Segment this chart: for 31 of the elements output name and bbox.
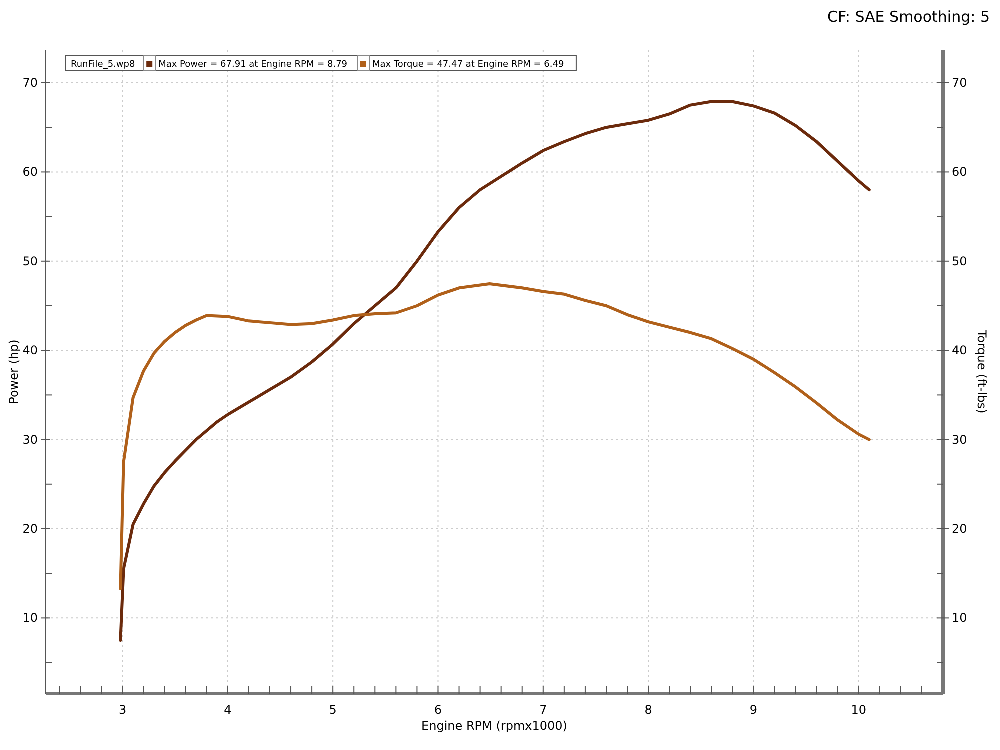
y2-tick-label: 60 (952, 165, 968, 180)
y-tick-label: 60 (22, 165, 38, 180)
line-series (119, 100, 871, 642)
line-series (119, 282, 871, 590)
x-tick-label: 4 (224, 703, 232, 717)
x-tick-label: 10 (851, 703, 867, 717)
y-axis-title: Power (hp) (7, 340, 21, 404)
x-tick-label: 9 (750, 703, 758, 717)
y2-tick-label: 50 (952, 254, 968, 268)
y-tick-label: 30 (22, 432, 38, 447)
x-tick-label: 7 (540, 703, 548, 717)
y-tick-label: 70 (22, 76, 38, 90)
x-tick-label: 5 (329, 703, 337, 717)
legend-label: Max Power = 67.91 at Engine RPM = 8.79 (158, 60, 348, 70)
x-axis-title: Engine RPM (rpmx1000) (422, 719, 568, 733)
y-tick-label: 40 (22, 344, 38, 358)
y-tick-label: 20 (22, 522, 38, 536)
y2-tick-label: 30 (952, 432, 968, 447)
y-tick-label: 10 (22, 611, 38, 626)
legend-title: RunFile_5.wp8 (71, 60, 136, 70)
y2-tick-label: 40 (952, 344, 968, 358)
y-tick-label: 50 (22, 254, 38, 268)
x-tick-label: 6 (434, 703, 442, 717)
chart-subtitle: CF: SAE Smoothing: 5 (827, 8, 990, 26)
y2-tick-label: 20 (952, 522, 968, 536)
y2-tick-label: 70 (952, 76, 968, 90)
x-tick-label: 8 (644, 703, 652, 717)
y2-tick-label: 10 (952, 611, 968, 626)
x-tick-label: 3 (118, 703, 127, 717)
legend-label: Max Torque = 47.47 at Engine RPM = 6.49 (372, 60, 564, 70)
y2-axis-title: Torque (ft-lbs) (975, 329, 989, 414)
